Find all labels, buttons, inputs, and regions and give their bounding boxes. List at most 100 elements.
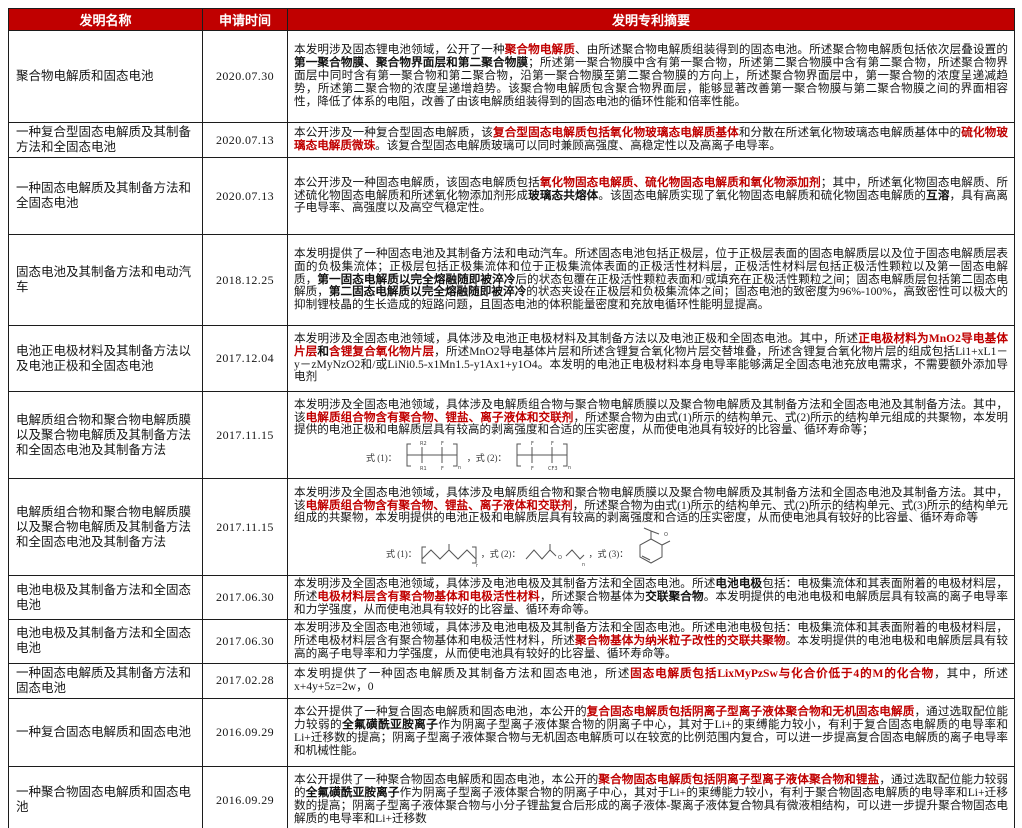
svg-text:F: F [441,441,444,447]
formula-label: ，式 (2)： [466,453,507,464]
application-date: 2017.02.28 [202,662,288,699]
table-row: 一种复合型固态电解质及其制备方法和全固态电池 2020.07.13 本公开涉及一种复… [8,122,1015,158]
abstract-highlight-bold: 互溶 [926,188,950,202]
patent-abstract: 本发明涉及全固态电池领域，具体涉及电池正电极材料及其制备方法以及电池正极和全固态… [287,325,1015,392]
abstract-text: ，所述MnO2导电基体片层和所述含锂复合氧化物片层交替堆叠，所述含锂复合氧化物片… [294,344,1008,384]
svg-text:O: O [664,532,668,538]
table-row: 电池正电极材料及其制备方法以及电池正极和全固态电池 2017.12.04 本发明涉及… [8,325,1015,392]
svg-text:n: n [568,465,571,471]
header-application-date: 申请时间 [202,8,288,31]
header-patent-abstract: 发明专利摘要 [287,8,1015,31]
patent-name: 固态电池及其制备方法和电动汽车 [8,234,203,326]
abstract-highlight-red: 硫化物玻璃态电解质微珠 [294,126,1008,152]
abstract-highlight-red: 电解质组合物含有聚合物、锂盐、离子液体和交联剂 [305,410,574,424]
table-header: 发明名称 申请时间 发明专利摘要 [8,8,1015,31]
abstract-highlight-bold: 交联聚合物 [645,590,704,604]
patent-abstract: 本公开涉及一种固态电解质，该固态电解质包括氧化物固态电解质、硫化物固态电解质和氧… [287,157,1015,235]
application-date: 2017.12.04 [202,325,288,392]
svg-text:F: F [441,466,444,471]
abstract-text: ，所述聚合物基体为 [539,590,646,604]
svg-text:F: F [531,466,534,471]
patent-name: 一种复合固态电解质和固态电池 [8,697,203,767]
abstract-text: 。本发明提供的电池电极和电解质层具有较高的离子电导率和力学强度，从而使电池具有较… [294,633,1008,660]
abstract-text: 本发明涉及全固态电池领域，具体涉及电池电极及其制备方法和全固态电池。所述电池电极… [294,621,1008,647]
abstract-highlight-red: 聚合物基体为纳米粒子改性的交联共聚物 [574,633,786,647]
svg-text:CF3: CF3 [548,466,558,471]
abstract-text: ，具有高离子电导率、高强度以及高空气稳定性。 [294,188,1008,215]
application-date: 2017.11.15 [202,391,288,479]
patent-table: 发明名称 申请时间 发明专利摘要 聚合物电解质和固态电池 2020.07.30 本发… [8,8,1015,828]
abstract-highlight-bold: 全氟磺酰亚胺离子 [342,718,439,732]
abstract-highlight-red: 氧化物固态电解质、硫化物固态电解质和氧化物添加剂 [539,175,821,189]
abstract-text: 本公开提供了一种复合固态电解质和固态电池，本公开的 [294,705,587,719]
abstract-text: 本发明涉及全固态电池领域，具体涉及电解质组合物和聚合物电解质膜以及聚合物电解质及… [294,485,1008,512]
application-date: 2017.11.15 [202,478,288,576]
abstract-highlight-red: 含锂复合氧化物片层 [329,344,435,358]
table-body: 聚合物电解质和固态电池 2020.07.30 本发明涉及固态锂电池领域，公开了一种聚… [8,30,1015,828]
patent-abstract: 本公开提供了一种复合固态电解质和固态电池，本公开的复合固态电解质包括阴离子型离子… [287,697,1015,767]
application-date: 2017.06.30 [202,575,288,620]
table-row: 电解质组合物和聚合物电解质膜以及聚合物电解质及其制备方法和全固态电池及其制备方法… [8,478,1015,576]
svg-text:F: F [551,441,554,447]
abstract-highlight-bold: 玻璃态共熔体 [528,188,599,202]
table-row: 电池电极及其制备方法和全固态电池 2017.06.30 本发明涉及全固态电池领域，具… [8,575,1015,620]
table-row: 固态电池及其制备方法和电动汽车 2018.12.25 本发明提供了一种固态电池及其制… [8,234,1015,326]
abstract-highlight-red: 固态电解质包括LixMyPzSw与化合价低于4的M的化合物 [630,666,935,680]
abstract-highlight-red: 聚合物电解质 [504,43,575,57]
abstract-highlight-red: 聚合物固态电解质包括阴离子型离子液体聚合物和锂盐 [598,773,880,787]
patent-name: 电池电极及其制备方法和全固态电池 [8,619,203,664]
abstract-text: 本发明涉及全固态电池领域，具体涉及电池电极及其制备方法和全固态电池。所述 [294,577,716,591]
abstract-highlight-red: 复合型固态电解质包括氧化物玻璃态电解质基体 [493,126,739,140]
patent-abstract: 本发明提供了一种固态电池及其制备方法和电动汽车。所述固态电池包括正极层，位于正极… [287,234,1015,326]
abstract-highlight-red: 正电极材料为MnO2导电基体片层 [294,331,1008,358]
patent-abstract: 本发明涉及全固态电池领域，具体涉及电池电极及其制备方法和全固态电池。所述电池电极… [287,575,1015,620]
abstract-text: 本发明提供了一种固态电解质及其制备方法和固态电池，所述 [294,666,631,680]
table-row: 一种聚合物固态电解质和固态电池 2016.09.29 本公开提供了一种聚合物固态电解… [8,765,1015,828]
table-row: 一种固态电解质及其制备方法和固态电池 2017.02.28 本发明提供了一种固态电解… [8,662,1015,699]
table-row: 聚合物电解质和固态电池 2020.07.30 本发明涉及固态锂电池领域，公开了一种聚… [8,30,1015,123]
unit-ff-fcf3-structure-icon: F F F CF3 n [510,439,574,471]
abstract-highlight-bold: 和 [317,344,330,358]
patent-abstract: 本发明提供了一种固态电解质及其制备方法和固态电池，所述固态电解质包括LixMyP… [287,662,1015,699]
abstract-text: 本发明涉及固态锂电池领域，公开了一种 [294,43,505,57]
abstract-text: 包括：电极集流体和其表面附着的电极材料层，所述 [294,577,1008,604]
application-date: 2020.07.13 [202,157,288,235]
abstract-highlight-bold: 第一聚合物膜、聚合物界面层和第二聚合物膜 [294,56,529,70]
application-date: 2020.07.13 [202,122,288,158]
abstract-highlight-bold: 全氟磺酰亚胺离子 [305,786,400,800]
table-row: 电解质组合物和聚合物电解质膜以及聚合物电解质及其制备方法和全固态电池及其制备方法… [8,391,1015,479]
patent-name: 一种聚合物固态电解质和固态电池 [8,765,203,828]
patent-name: 一种固态电解质及其制备方法和固态电池 [8,662,203,699]
abstract-text: 作为阴离子型离子液体聚合物的阴离子中心，其对于Li+的束缚能力较小，有利于聚合物… [294,786,1008,826]
abstract-text: ，其中，所述x+4y+5z=2w，0 [294,666,1008,693]
svg-text:O: O [558,555,562,561]
application-date: 2020.07.30 [202,30,288,123]
abstract-text: ；其中，所述氧化物固态电解质、所述硫化物固态电解质和所述氧化物添加剂形成 [294,175,1008,202]
abstract-text: ，通过选取配位能力较弱的 [294,705,1008,732]
abstract-text: ，通过选取配位能力较弱的 [294,773,1008,800]
patent-name: 一种复合型固态电解质及其制备方法和全固态电池 [8,122,203,158]
patent-abstract: 本公开涉及一种复合型固态电解质，该复合型固态电解质包括氧化物玻璃态电解质基体和分… [287,122,1015,158]
formula-label: ，式 (2)： [480,549,521,560]
abstract-highlight-bold: 第二固态电解质以完全熔融随即被淬冷 [328,285,527,299]
abstract-text: 的状态夹设在正极层和负极集流体之间；固态电池的致密度为96%-100%，高致密性… [294,285,1008,312]
abstract-text: ；所述第一聚合物膜中含有第一聚合物，所述第二聚合物膜中含有第二聚合物，所述聚合物… [294,56,1008,108]
patent-name: 电解质组合物和聚合物电解质膜以及聚合物电解质及其制备方法和全固态电池及其制备方法 [8,391,203,479]
patent-abstract: 本发明涉及固态锂电池领域，公开了一种聚合物电解质、由所述聚合物电解质组装得到的固… [287,30,1015,123]
table-row: 电池电极及其制备方法和全固态电池 2017.06.30 本发明涉及全固态电池领域，具… [8,619,1015,664]
zigzag-chain-structure-icon: n [420,541,478,567]
patent-name: 电池电极及其制备方法和全固态电池 [8,575,203,620]
patent-name: 电解质组合物和聚合物电解质膜以及聚合物电解质及其制备方法和全固态电池及其制备方法 [8,478,203,576]
patent-name: 电池正电极材料及其制备方法以及电池正极和全固态电池 [8,325,203,392]
svg-text:n: n [458,465,461,471]
abstract-text: 、由所述聚合物电解质组装得到的固态电池。所述聚合物电解质包括依次层叠设置的 [574,43,1008,57]
abstract-text: ，所述聚合物为由式(1)所示的结构单元、式(2)所示的结构单元组成的共聚物，本发… [294,410,1008,437]
header-invention-name: 发明名称 [8,8,203,31]
svg-text:n: n [476,563,478,567]
abstract-text: 作为阴离子型离子液体聚合物的阴离子中心，其对于Li+的束缚能力较小，有利于复合固… [294,718,1008,758]
application-date: 2016.09.29 [202,765,288,828]
